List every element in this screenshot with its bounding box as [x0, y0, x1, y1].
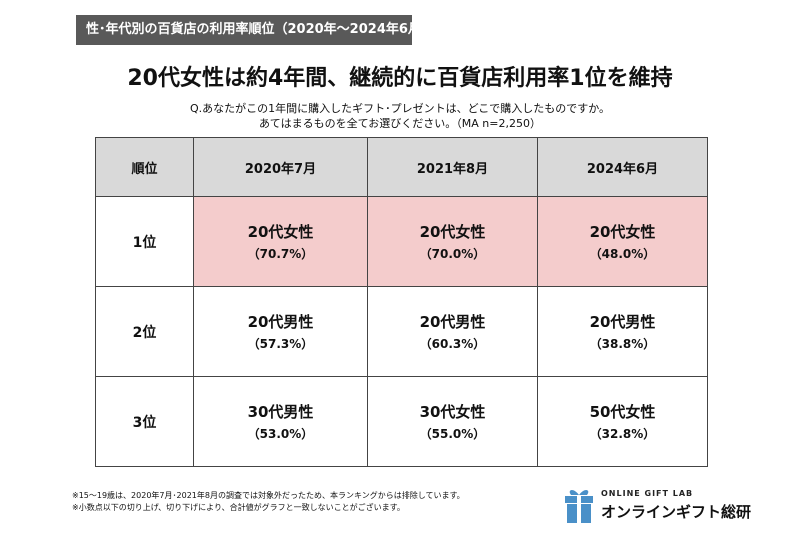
- table-cell: 20代女性 （70.0%）: [367, 196, 538, 287]
- cell-percentage: （38.8%）: [589, 336, 656, 351]
- cell-label: 20代女性: [589, 222, 656, 241]
- footnotes: ※15～19歳は、2020年7月･2021年8月の調査では対象外だったため、本ラ…: [72, 490, 465, 514]
- header-2024-06: 2024年6月: [537, 137, 708, 197]
- cell-label: 30代女性: [419, 402, 486, 421]
- cell-percentage: （32.8%）: [589, 426, 656, 441]
- rank-3: 3位: [95, 376, 194, 467]
- survey-question: Q.あなたがこの1年間に購入したギフト･プレゼントは、どこで購入したものですか。…: [0, 101, 800, 131]
- logo-text-en: ONLINE GIFT LAB: [601, 489, 694, 498]
- table-row: 1位 20代女性 （70.7%） 20代女性 （70.0%） 20代女性 （48…: [95, 196, 708, 287]
- cell-percentage: （53.0%）: [247, 426, 314, 441]
- header-2020-07: 2020年7月: [193, 137, 368, 197]
- question-line-1: Q.あなたがこの1年間に購入したギフト･プレゼントは、どこで購入したものですか。: [189, 102, 611, 115]
- question-line-2: あてはまるものを全てお選びください。（MA n=2,250）: [259, 117, 541, 130]
- footnote: ※15～19歳は、2020年7月･2021年8月の調査では対象外だったため、本ラ…: [72, 491, 465, 500]
- cell-percentage: （60.3%）: [419, 336, 486, 351]
- table-cell: 30代男性 （53.0%）: [193, 376, 368, 467]
- gift-box-icon: [565, 490, 593, 523]
- cell-label: 30代男性: [247, 402, 314, 421]
- table-cell: 30代女性 （55.0%）: [367, 376, 538, 467]
- table-row: 3位 30代男性 （53.0%） 30代女性 （55.0%） 50代女性 （32…: [95, 376, 708, 467]
- title-tag: 性･年代別の百貨店の利用率順位（2020年～2024年6月）: [76, 15, 412, 45]
- table-cell: 20代男性 （38.8%）: [537, 286, 708, 377]
- logo-text-ja: オンラインギフト総研: [601, 503, 752, 521]
- cell-percentage: （70.7%）: [247, 246, 314, 261]
- cell-percentage: （48.0%）: [589, 246, 656, 261]
- header-rank: 順位: [95, 137, 194, 197]
- cell-percentage: （55.0%）: [419, 426, 486, 441]
- table-header-row: 順位 2020年7月 2021年8月 2024年6月: [95, 137, 708, 197]
- table-cell: 50代女性 （32.8%）: [537, 376, 708, 467]
- cell-label: 20代女性: [419, 222, 486, 241]
- rank-1: 1位: [95, 196, 194, 287]
- table-row: 2位 20代男性 （57.3%） 20代男性 （60.3%） 20代男性 （38…: [95, 286, 708, 377]
- ranking-table: 順位 2020年7月 2021年8月 2024年6月 1位 20代女性 （70.…: [95, 137, 708, 467]
- table-cell: 20代女性 （48.0%）: [537, 196, 708, 287]
- cell-percentage: （57.3%）: [247, 336, 314, 351]
- table-cell: 20代男性 （60.3%）: [367, 286, 538, 377]
- cell-label: 20代男性: [589, 312, 656, 331]
- rank-2: 2位: [95, 286, 194, 377]
- table-cell: 20代男性 （57.3%）: [193, 286, 368, 377]
- cell-label: 20代男性: [419, 312, 486, 331]
- brand-logo: ONLINE GIFT LAB オンラインギフト総研: [563, 484, 763, 528]
- footnote: ※小数点以下の切り上げ、切り下げにより、合計値がグラフと一致しないことがございま…: [72, 503, 405, 512]
- cell-percentage: （70.0%）: [419, 246, 486, 261]
- table-cell: 20代女性 （70.7%）: [193, 196, 368, 287]
- cell-label: 50代女性: [589, 402, 656, 421]
- cell-label: 20代女性: [247, 222, 314, 241]
- cell-label: 20代男性: [247, 312, 314, 331]
- headline: 20代女性は約4年間、継続的に百貨店利用率1位を維持: [127, 66, 673, 91]
- header-2021-08: 2021年8月: [367, 137, 538, 197]
